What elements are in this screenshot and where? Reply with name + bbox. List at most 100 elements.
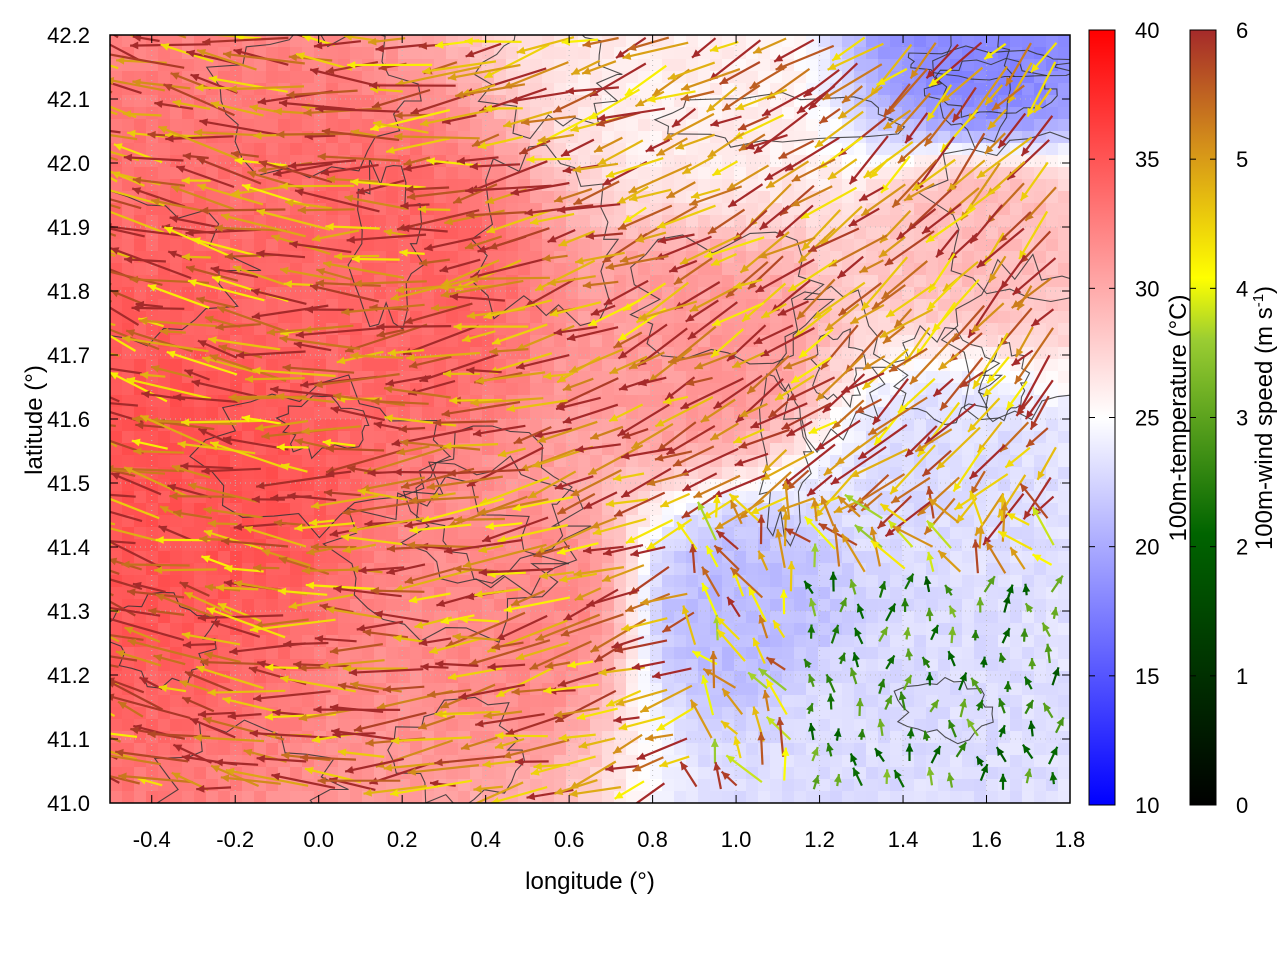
heatmap-cell: [914, 263, 927, 276]
heatmap-cell: [362, 695, 375, 708]
heatmap-cell: [1010, 647, 1023, 660]
heatmap-cell: [626, 119, 639, 132]
heatmap-cell: [482, 719, 495, 732]
heatmap-cell: [1010, 767, 1023, 780]
heatmap-cell: [914, 671, 927, 684]
heatmap-cell: [338, 575, 351, 588]
heatmap-cell: [986, 143, 999, 156]
heatmap-cell: [902, 431, 915, 444]
heatmap-cell: [506, 251, 519, 264]
heatmap-cell: [290, 695, 303, 708]
heatmap-cell: [626, 371, 639, 384]
heatmap-cell: [470, 299, 483, 312]
heatmap-cell: [1034, 659, 1047, 672]
heatmap-cell: [326, 383, 339, 396]
heatmap-cell: [950, 455, 963, 468]
heatmap-cell: [686, 107, 699, 120]
heatmap-cell: [1058, 563, 1070, 576]
heatmap-cell: [446, 311, 459, 324]
heatmap-cell: [1058, 83, 1070, 96]
heatmap-cell: [974, 95, 987, 108]
heatmap-cell: [914, 131, 927, 144]
heatmap-cell: [986, 323, 999, 336]
heatmap-cell: [842, 167, 855, 180]
heatmap-cell: [794, 611, 807, 624]
heatmap-cell: [782, 191, 795, 204]
heatmap-cell: [266, 335, 279, 348]
heatmap-cell: [1034, 563, 1047, 576]
heatmap-cell: [686, 215, 699, 228]
heatmap-cell: [878, 491, 891, 504]
heatmap-cell: [1058, 179, 1070, 192]
heatmap-cell: [902, 299, 915, 312]
heatmap-cell: [974, 35, 987, 48]
heatmap-cell: [602, 719, 615, 732]
heatmap-cell: [638, 263, 651, 276]
heatmap-cell: [794, 599, 807, 612]
heatmap-cell: [638, 119, 651, 132]
heatmap-cell: [602, 95, 615, 108]
heatmap-cell: [242, 551, 255, 564]
heatmap-cell: [842, 719, 855, 732]
heatmap-cell: [194, 215, 207, 228]
heatmap-cell: [842, 707, 855, 720]
heatmap-cell: [890, 47, 903, 60]
heatmap-cell: [182, 611, 195, 624]
heatmap-cell: [410, 551, 423, 564]
heatmap-cell: [722, 551, 735, 564]
heatmap-cell: [458, 767, 471, 780]
heatmap-cell: [866, 251, 879, 264]
heatmap-cell: [158, 431, 171, 444]
heatmap-cell: [950, 263, 963, 276]
heatmap-cell: [602, 131, 615, 144]
heatmap-cell: [1022, 263, 1035, 276]
heatmap-cell: [326, 311, 339, 324]
heatmap-cell: [794, 731, 807, 744]
heatmap-cell: [422, 647, 435, 660]
heatmap-cell: [1058, 647, 1070, 660]
heatmap-cell: [470, 647, 483, 660]
heatmap-cell: [650, 203, 663, 216]
heatmap-cell: [746, 395, 759, 408]
heatmap-cell: [794, 647, 807, 660]
heatmap-cell: [266, 611, 279, 624]
heatmap-cell: [890, 35, 903, 48]
heatmap-cell: [746, 611, 759, 624]
heatmap-cell: [386, 191, 399, 204]
heatmap-cell: [650, 767, 663, 780]
heatmap-cell: [158, 719, 171, 732]
heatmap-cell: [914, 707, 927, 720]
heatmap-cell: [794, 755, 807, 768]
heatmap-cell: [254, 143, 267, 156]
heatmap-cell: [758, 635, 771, 648]
heatmap-cell: [806, 71, 819, 84]
heatmap-cell: [1034, 683, 1047, 696]
heatmap-cell: [470, 167, 483, 180]
heatmap-cell: [494, 143, 507, 156]
heatmap-cell: [1022, 203, 1035, 216]
heatmap-cell: [530, 383, 543, 396]
heatmap-cell: [1058, 767, 1070, 780]
heatmap-cell: [710, 263, 723, 276]
heatmap-cell: [962, 599, 975, 612]
heatmap-cell: [962, 71, 975, 84]
heatmap-cell: [374, 311, 387, 324]
heatmap-cell: [794, 179, 807, 192]
heatmap-cell: [830, 239, 843, 252]
heatmap-cell: [878, 311, 891, 324]
heatmap-cell: [482, 299, 495, 312]
heatmap-cell: [518, 191, 531, 204]
heatmap-cell: [554, 695, 567, 708]
heatmap-cell: [974, 611, 987, 624]
heatmap-cell: [986, 635, 999, 648]
heatmap-cell: [266, 119, 279, 132]
heatmap-cell: [866, 95, 879, 108]
heatmap-cell: [1046, 431, 1059, 444]
heatmap-cell: [134, 287, 147, 300]
heatmap-cell: [1034, 251, 1047, 264]
heatmap-cell: [842, 347, 855, 360]
heatmap-cell: [278, 563, 291, 576]
heatmap-cell: [590, 287, 603, 300]
heatmap-cell: [254, 239, 267, 252]
heatmap-cell: [1034, 539, 1047, 552]
